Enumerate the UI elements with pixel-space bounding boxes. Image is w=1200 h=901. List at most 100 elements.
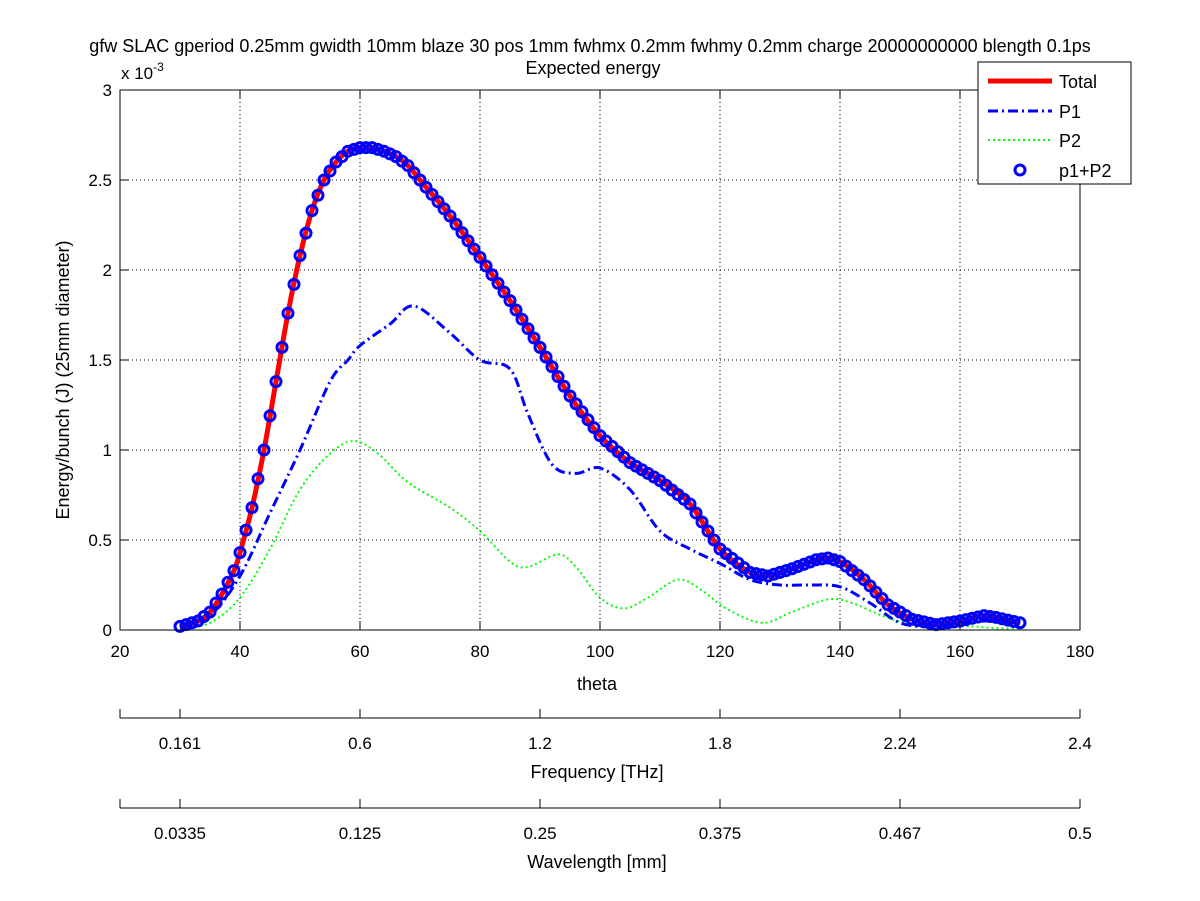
marker-p1p2 xyxy=(983,610,997,623)
secondary-tick-label: 0.0335 xyxy=(154,824,206,843)
y-tick-label: 1.5 xyxy=(88,351,112,370)
marker-p1p2 xyxy=(755,568,769,582)
series-line-p2 xyxy=(179,439,1021,630)
legend-label-total: Total xyxy=(1059,72,1097,92)
marker-p1p2 xyxy=(293,249,307,263)
marker-p1p2 xyxy=(935,617,949,631)
y-exponent-base: x 10 xyxy=(121,64,153,83)
marker-p1p2 xyxy=(539,350,553,364)
marker-p1p2 xyxy=(803,555,817,569)
marker-p1p2 xyxy=(449,217,463,231)
marker-p1p2 xyxy=(707,533,721,547)
marker-p1p2 xyxy=(473,250,487,264)
marker-p1p2 xyxy=(347,142,361,156)
marker-p1p2 xyxy=(923,616,937,630)
marker-p1p2 xyxy=(785,562,799,576)
marker-p1p2 xyxy=(341,144,355,158)
marker-p1p2 xyxy=(233,546,247,560)
marker-p1p2 xyxy=(827,553,841,567)
series-layer xyxy=(173,141,1027,633)
marker-p1p2 xyxy=(485,268,499,282)
marker-p1p2 xyxy=(257,443,271,457)
marker-p1p2 xyxy=(215,587,229,601)
marker-p1p2 xyxy=(563,389,577,403)
x-tick-label: 180 xyxy=(1066,642,1094,661)
secondary-axis-label: Frequency [THz] xyxy=(530,762,663,782)
marker-p1p2 xyxy=(515,312,529,326)
marker-p1p2 xyxy=(185,616,199,630)
marker-p1p2 xyxy=(521,322,535,336)
marker-p1p2 xyxy=(467,242,481,256)
y-exponent-power: -3 xyxy=(153,60,164,74)
marker-p1p2 xyxy=(281,306,295,320)
x-tick-label: 140 xyxy=(826,642,854,661)
marker-p1p2 xyxy=(743,565,757,579)
secondary-axis-label: Wavelength [mm] xyxy=(527,852,666,872)
marker-p1p2 xyxy=(941,616,955,630)
secondary-tick-label: 2.24 xyxy=(883,734,916,753)
chart-subtitle: Expected energy xyxy=(525,58,660,78)
secondary-tick-label: 1.8 xyxy=(708,734,732,753)
marker-p1p2 xyxy=(905,612,919,626)
marker-p1p2 xyxy=(701,524,715,538)
marker-p1p2 xyxy=(353,141,367,155)
marker-p1p2 xyxy=(251,472,265,486)
y-tick-label: 0 xyxy=(103,621,112,640)
marker-p1p2 xyxy=(569,397,583,411)
x-axis-ticks: 20 40 60 80 100 120 140 160 180 xyxy=(111,90,1094,661)
y-tick-label: 2 xyxy=(103,261,112,280)
marker-p1p2 xyxy=(791,560,805,573)
marker-p1p2 xyxy=(773,565,787,579)
marker-p1p2 xyxy=(527,331,541,345)
marker-p1p2 xyxy=(551,370,565,384)
legend-swatch-p1p2 xyxy=(1013,163,1027,177)
marker-p1p2 xyxy=(305,204,319,218)
x-axis-label: theta xyxy=(577,674,618,694)
marker-p1p2 xyxy=(503,294,517,308)
marker-p1p2 xyxy=(365,141,379,155)
marker-p1p2 xyxy=(443,209,457,223)
y-tick-label: 3 xyxy=(103,81,112,100)
marker-p1p2 xyxy=(971,610,985,624)
marker-p1p2 xyxy=(689,506,703,520)
marker-p1p2 xyxy=(809,553,823,567)
marker-p1p2 xyxy=(245,501,259,515)
marker-p1p2 xyxy=(269,375,283,389)
marker-p1p2 xyxy=(221,575,235,589)
marker-p1p2 xyxy=(275,340,289,354)
y-tick-label: 1 xyxy=(103,441,112,460)
marker-p1p2 xyxy=(509,303,523,317)
marker-p1p2 xyxy=(965,611,979,625)
x-tick-label: 80 xyxy=(471,642,490,661)
marker-p1p2 xyxy=(767,567,781,581)
x-tick-label: 60 xyxy=(351,642,370,661)
secondary-tick-label: 0.5 xyxy=(1068,824,1092,843)
x-tick-label: 160 xyxy=(946,642,974,661)
marker-p1p2 xyxy=(227,564,241,578)
y-tick-label: 0.5 xyxy=(88,531,112,550)
marker-p1p2 xyxy=(1013,616,1027,630)
marker-p1p2 xyxy=(695,515,709,529)
legend-label-p1: P1 xyxy=(1059,102,1081,122)
marker-p1p2 xyxy=(545,360,559,374)
x-tick-label: 120 xyxy=(706,642,734,661)
marker-p1p2 xyxy=(587,421,601,435)
y-axis-ticks: 0 0.5 1 1.5 2 2.5 3 xyxy=(88,81,1080,640)
x-tick-label: 20 xyxy=(111,642,130,661)
marker-p1p2 xyxy=(317,173,331,187)
marker-p1p2 xyxy=(371,142,385,156)
marker-p1p2 xyxy=(749,567,763,581)
secondary-tick-label: 0.25 xyxy=(523,824,556,843)
marker-p1p2 xyxy=(263,409,277,423)
secondary-tick-label: 0.6 xyxy=(348,734,372,753)
x-tick-label: 100 xyxy=(586,642,614,661)
marker-p1p2 xyxy=(461,234,475,248)
marker-p1p2 xyxy=(779,564,793,578)
marker-p1p2 xyxy=(989,610,1003,624)
y-exponent-label: x 10-3 xyxy=(121,60,164,83)
marker-p1p2 xyxy=(575,405,589,419)
x-tick-label: 40 xyxy=(231,642,250,661)
secondary-tick-label: 2.4 xyxy=(1068,734,1092,753)
series-line-p1 xyxy=(179,304,1021,630)
